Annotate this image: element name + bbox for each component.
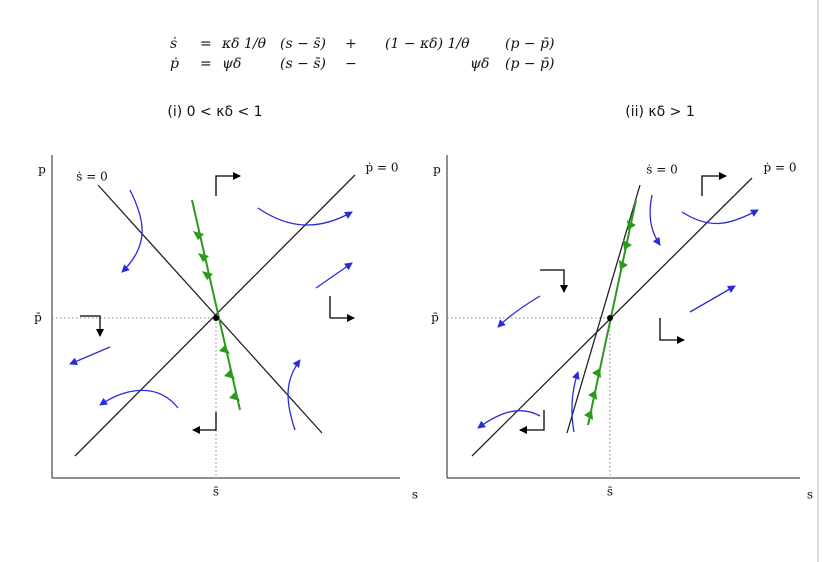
eq-diff: (s − s̄) bbox=[280, 56, 326, 72]
direction-arrows bbox=[192, 412, 217, 434]
direction-arrows bbox=[80, 315, 104, 337]
locus-label: ṗ = 0 bbox=[366, 161, 399, 175]
locus-label: ṗ = 0 bbox=[764, 161, 797, 175]
trajectory bbox=[121, 189, 143, 273]
trajectory bbox=[315, 262, 353, 289]
direction-arrows bbox=[329, 296, 354, 318]
steady-state bbox=[607, 315, 613, 321]
eq-op: + bbox=[345, 36, 357, 52]
eq-op: − bbox=[345, 56, 357, 72]
saddle-arrows bbox=[193, 231, 240, 401]
eq-term: ψδ bbox=[222, 56, 241, 72]
direction-arrows bbox=[701, 172, 727, 196]
locus-label: ṡ = 0 bbox=[646, 163, 677, 177]
trajectory bbox=[477, 410, 541, 429]
eq-lhs: ṗ bbox=[170, 56, 179, 72]
direction-arrows bbox=[215, 172, 241, 196]
y-axis-label: p bbox=[38, 163, 46, 177]
eq-diff: (p − p̄) bbox=[505, 36, 554, 52]
direction-arrows bbox=[540, 269, 568, 293]
eq-lhs: ṡ bbox=[170, 36, 177, 52]
eq-term: (1 − κδ) 1/θ bbox=[385, 36, 470, 52]
eq-diff: (p − p̄) bbox=[505, 56, 554, 72]
saddle-path bbox=[587, 199, 637, 426]
direction-arrows bbox=[519, 410, 545, 434]
panel-title: (ii) κδ > 1 bbox=[625, 104, 695, 120]
steady-state bbox=[213, 315, 219, 321]
eq-sign: = bbox=[200, 36, 212, 52]
trajectory bbox=[69, 346, 111, 365]
s-bar-label: s̄ bbox=[607, 485, 613, 499]
trajectory bbox=[257, 207, 353, 226]
eq-diff: (s − s̄) bbox=[280, 36, 326, 52]
p-bar-label: p̄ bbox=[34, 311, 42, 325]
trajectory bbox=[571, 371, 580, 433]
trajectory bbox=[649, 194, 661, 246]
locus-label: ṡ = 0 bbox=[76, 170, 107, 184]
x-axis-label: s bbox=[412, 488, 418, 502]
eq-term: ψδ bbox=[470, 56, 489, 72]
y-axis-label: p bbox=[433, 163, 441, 177]
x-axis-label: s bbox=[807, 488, 813, 502]
p-bar-label: p̄ bbox=[431, 311, 439, 325]
saddle-arrows bbox=[584, 220, 636, 420]
trajectory bbox=[497, 295, 541, 328]
eq-sign: = bbox=[200, 56, 212, 72]
s-bar-label: s̄ bbox=[213, 485, 219, 499]
trajectory bbox=[99, 389, 179, 409]
panel-title: (i) 0 < κδ < 1 bbox=[167, 104, 262, 120]
direction-arrows bbox=[659, 318, 685, 344]
trajectory bbox=[287, 359, 301, 431]
equations: ṡ = κδ 1/θ (s − s̄) + (1 − κδ) 1/θ (p − … bbox=[170, 36, 554, 72]
panel: (i) 0 < κδ < 1 p p̄ s̄ s ṡ = 0 ṗ = 0 bbox=[34, 104, 418, 502]
eq-term: κδ 1/θ bbox=[221, 36, 267, 52]
panel: (ii) κδ > 1 p p̄ s̄ s ṡ = 0 ṗ = 0 bbox=[431, 104, 813, 502]
s-locus bbox=[97, 184, 323, 434]
trajectory bbox=[689, 285, 736, 313]
trajectory bbox=[681, 209, 759, 225]
